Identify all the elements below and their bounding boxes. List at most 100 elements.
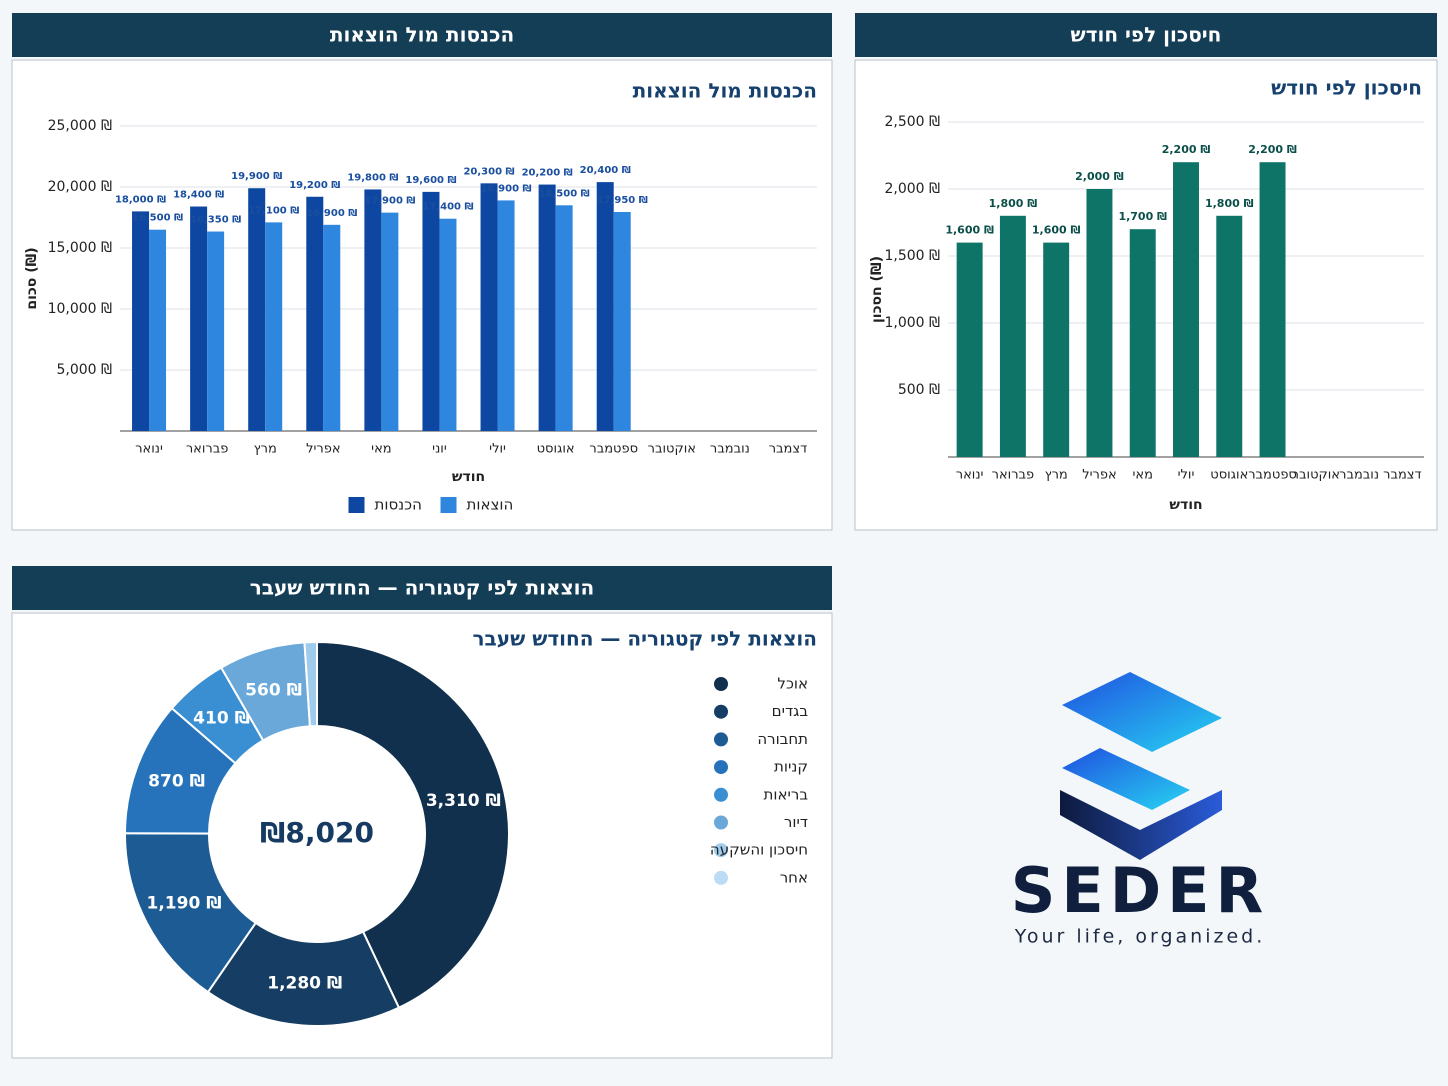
- value-label: 19,600 ₪: [405, 175, 456, 186]
- logo-tagline: Your life, organized.: [1014, 926, 1266, 948]
- x-tick-label: דצמבר: [1383, 468, 1422, 483]
- x-tick-label: אפריל: [306, 442, 340, 457]
- x-tick-label: אוקטובר: [648, 442, 696, 457]
- y-tick-label: 2,500 ₪: [884, 114, 940, 130]
- x-tick-label: נובמבר: [1339, 468, 1379, 483]
- legend-swatch: [348, 497, 365, 513]
- chart-title: הוצאות לפי קטגוריה — החודש שעבר: [473, 627, 817, 651]
- x-tick-label: אוגוסט: [1210, 468, 1248, 483]
- y-axis-label: חסכון (₪): [869, 256, 885, 323]
- donut-slice: [303, 640, 318, 728]
- y-tick-label: 1,000 ₪: [884, 315, 940, 331]
- bar: [422, 191, 440, 431]
- legend-label: אוכל: [777, 675, 808, 693]
- bar: [1173, 162, 1199, 457]
- value-label: 20,400 ₪: [580, 165, 631, 176]
- value-label: 2,200 ₪: [1162, 143, 1211, 156]
- x-tick-label: יולי: [1178, 468, 1195, 483]
- value-label: 16,900 ₪: [306, 208, 357, 219]
- legend-swatch: [714, 815, 728, 830]
- value-label: 18,900 ₪: [480, 183, 531, 194]
- bar: [149, 229, 167, 431]
- bar: [596, 182, 614, 431]
- legend-label: הכנסות: [375, 496, 422, 514]
- x-tick-label: נובמבר: [710, 442, 750, 457]
- x-tick-label: מאי: [1133, 468, 1153, 483]
- x-tick-label: ספטמבר: [1248, 468, 1297, 483]
- value-label: 17,100 ₪: [248, 205, 299, 216]
- legend-label: בריאות: [764, 785, 809, 803]
- value-label: 18,500 ₪: [539, 188, 590, 199]
- legend-swatch: [714, 677, 728, 691]
- x-tick-label: יוני: [432, 442, 447, 457]
- value-label: 410 ₪: [193, 708, 250, 728]
- y-tick-label: 25,000 ₪: [48, 118, 112, 134]
- value-label: 19,900 ₪: [231, 171, 282, 182]
- bar: [190, 206, 208, 431]
- value-label: 870 ₪: [148, 771, 205, 791]
- value-label: 1,600 ₪: [945, 224, 994, 237]
- x-tick-label: ינואר: [135, 442, 163, 457]
- legend-swatch: [714, 732, 728, 747]
- logo-shape: [1062, 672, 1222, 752]
- value-label: 1,600 ₪: [1032, 224, 1081, 237]
- value-label: 1,280 ₪: [267, 974, 342, 994]
- y-tick-label: 500 ₪: [898, 382, 940, 398]
- value-label: 18,000 ₪: [115, 194, 166, 205]
- legend-label: דיור: [784, 813, 808, 831]
- x-tick-label: ינואר: [956, 468, 984, 483]
- y-tick-label: 20,000 ₪: [48, 179, 112, 195]
- y-tick-label: 1,500 ₪: [884, 248, 940, 264]
- y-tick-label: 2,000 ₪: [884, 181, 940, 197]
- logo: SEDER Your life, organized.: [1011, 672, 1266, 948]
- center-label: ₪8,020: [260, 816, 374, 849]
- value-label: 19,200 ₪: [289, 180, 340, 191]
- value-label: 18,400 ₪: [173, 190, 224, 201]
- legend-label: בגדים: [772, 702, 809, 720]
- legend-label: חיסכון והשקעה: [710, 841, 808, 859]
- y-tick-label: 5,000 ₪: [56, 362, 112, 378]
- value-label: 1,800 ₪: [1205, 197, 1254, 210]
- panel-header: [12, 13, 832, 57]
- x-tick-label: פברואר: [186, 442, 229, 457]
- value-label: 17,400 ₪: [422, 202, 473, 213]
- bar: [439, 218, 457, 431]
- legend-swatch: [714, 870, 728, 885]
- value-label: 1,190 ₪: [147, 893, 222, 913]
- legend-label: תחבורה: [757, 730, 808, 748]
- bar: [323, 224, 341, 431]
- value-label: 19,800 ₪: [347, 172, 398, 183]
- x-tick-label: אוקטובר: [1292, 468, 1340, 483]
- bar: [1216, 215, 1243, 457]
- legend-swatch: [714, 787, 728, 802]
- bar: [1086, 189, 1113, 457]
- logo-shape: [1062, 748, 1190, 810]
- legend-swatch: [714, 704, 728, 719]
- bar: [248, 188, 266, 431]
- bar: [555, 205, 573, 431]
- panel-header: [855, 13, 1437, 57]
- value-label: 560 ₪: [245, 680, 302, 700]
- bar: [1259, 162, 1286, 457]
- legend-swatch: [440, 497, 457, 513]
- bar: [207, 231, 225, 431]
- value-label: 2,000 ₪: [1075, 170, 1124, 183]
- bar: [999, 215, 1026, 457]
- legend-label: הוצאות: [467, 496, 514, 514]
- bar: [364, 189, 382, 431]
- chart-title: חיסכון לפי חודש: [1271, 76, 1422, 100]
- x-tick-label: יולי: [489, 442, 506, 457]
- value-label: 16,500 ₪: [132, 213, 183, 224]
- bar: [132, 211, 150, 431]
- legend-swatch: [714, 760, 728, 775]
- value-label: 2,200 ₪: [1248, 143, 1297, 156]
- bar: [306, 196, 324, 431]
- x-tick-label: פברואר: [992, 468, 1035, 483]
- x-tick-label: מרץ: [1045, 468, 1068, 483]
- y-axis-label: סכום (₪): [24, 247, 40, 309]
- value-label: 17,950 ₪: [597, 195, 648, 206]
- panel-header: [12, 566, 832, 610]
- donut-slice: [316, 640, 510, 1009]
- y-tick-label: 15,000 ₪: [48, 240, 112, 256]
